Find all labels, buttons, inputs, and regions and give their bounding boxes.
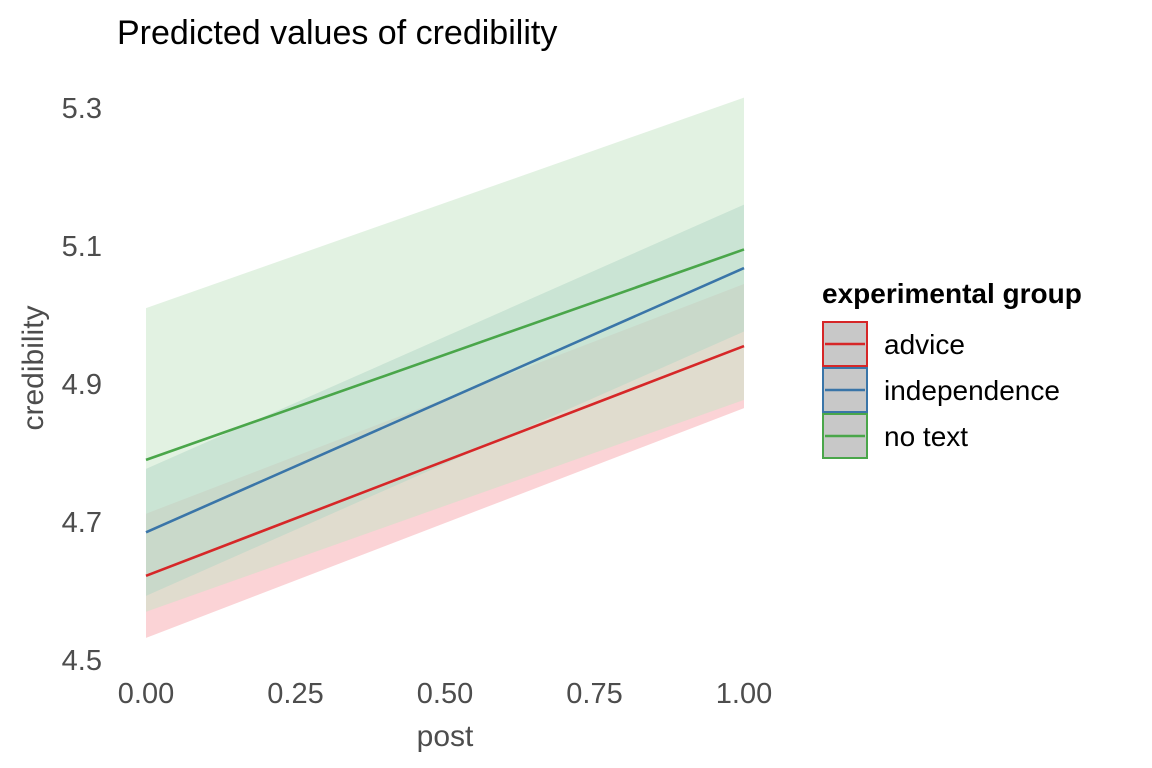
y-tick-label: 4.9 — [62, 369, 102, 401]
legend-title: experimental group — [822, 278, 1082, 309]
legend: experimental group advice independence no … — [822, 278, 1082, 459]
y-axis-title: credibility — [17, 305, 50, 430]
chart-title: Predicted values of credibility — [117, 14, 557, 52]
legend-label-advice: advice — [884, 329, 965, 360]
x-tick-label: 1.00 — [716, 678, 772, 710]
y-tick-label: 4.5 — [62, 645, 102, 677]
legend-item-no-text: no text — [822, 413, 968, 459]
legend-label-independence: independence — [884, 375, 1060, 406]
series-lines — [145, 248, 745, 578]
confidence-bands — [146, 97, 744, 638]
series-line-independence — [145, 266, 745, 534]
y-tick-label: 4.7 — [62, 507, 102, 539]
legend-label-no-text: no text — [884, 421, 968, 452]
y-tick-label: 5.3 — [62, 93, 102, 125]
series-line-advice — [145, 344, 745, 578]
y-axis-ticks: 4.5 4.7 4.9 5.1 5.3 — [62, 93, 102, 677]
y-tick-label: 5.1 — [62, 231, 102, 263]
x-tick-label: 0.00 — [118, 678, 174, 710]
x-tick-label: 0.75 — [566, 678, 622, 710]
x-axis-title: post — [417, 720, 474, 753]
x-axis-ticks: 0.00 0.25 0.50 0.75 1.00 — [118, 678, 772, 710]
x-tick-label: 0.50 — [417, 678, 473, 710]
legend-item-independence: independence — [822, 367, 1060, 413]
series-line-no-text — [145, 248, 745, 462]
legend-item-advice: advice — [822, 321, 965, 367]
x-tick-label: 0.25 — [267, 678, 323, 710]
